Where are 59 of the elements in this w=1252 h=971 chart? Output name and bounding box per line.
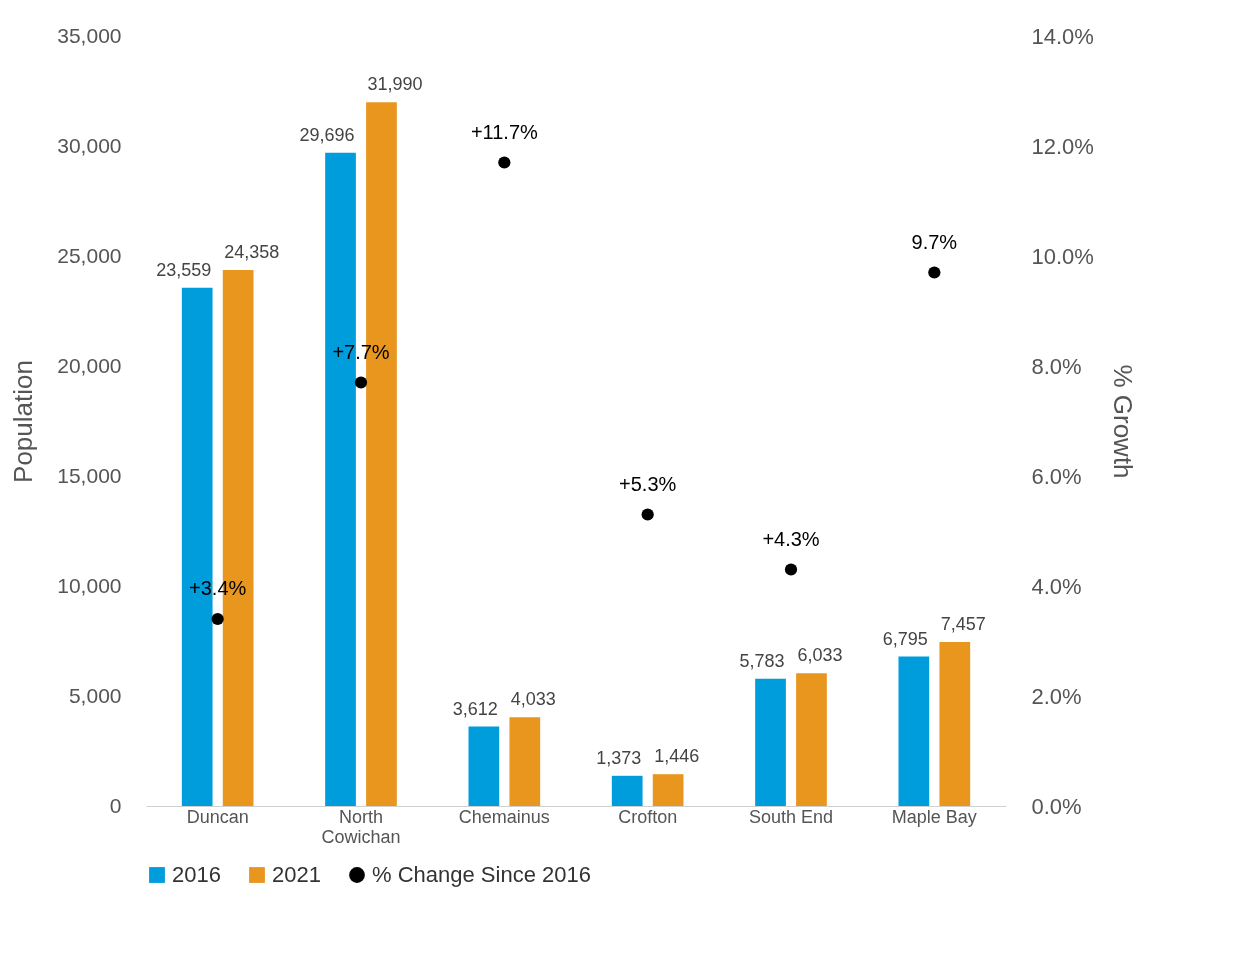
point: [354, 376, 368, 389]
y-tick-label: 35,000: [57, 23, 122, 47]
y2-tick-label: 2.0%: [1031, 683, 1082, 709]
y2-tick-label: 4.0%: [1031, 573, 1082, 599]
point: [928, 266, 941, 279]
y-tick-label: 25,000: [57, 243, 122, 267]
legend-label: 2016: [172, 862, 221, 887]
data-label: 7,457: [940, 613, 986, 634]
legend-label: % Change Since 2016: [372, 862, 591, 887]
x-tick-label: North Cowichan: [321, 806, 401, 847]
y2-tick-label: 8.0%: [1031, 353, 1082, 379]
bar: [652, 774, 684, 806]
x-tick-label: Maple Bay: [891, 806, 977, 827]
bar: [796, 673, 827, 806]
point: [211, 612, 224, 626]
bar: [509, 717, 541, 806]
y2-tick-label: 10.0%: [1031, 243, 1094, 269]
y-tick-label: 0: [109, 793, 122, 817]
data-label: 6,795: [882, 628, 928, 649]
bar: [755, 678, 786, 806]
data-label: 24,358: [224, 242, 280, 263]
y2-tick-label: 6.0%: [1031, 463, 1082, 489]
y-tick-label: 10,000: [57, 573, 122, 597]
data-label: 4,033: [510, 689, 556, 710]
y-tick-label: 15,000: [57, 463, 122, 487]
x-tick-label: Duncan: [186, 806, 249, 827]
y2-tick-label: 14.0%: [1031, 23, 1094, 49]
point: [784, 563, 798, 576]
bar: [611, 775, 643, 806]
data-label: +7.7%: [332, 340, 390, 363]
point: [641, 508, 654, 521]
bar: [898, 656, 930, 806]
data-label: 9.7%: [911, 230, 958, 253]
x-tick-label: South End: [748, 806, 834, 827]
bar: [468, 726, 500, 806]
data-label: 5,783: [739, 650, 785, 671]
x-tick-label: Crofton: [618, 806, 678, 827]
data-label: 1,373: [596, 747, 642, 768]
point: [498, 156, 511, 169]
data-label: +4.3%: [762, 527, 820, 550]
y2-tick-label: 0.0%: [1031, 793, 1082, 819]
legend-label: 2021: [272, 862, 321, 887]
data-label: +3.4%: [189, 577, 247, 599]
y-tick-label: 20,000: [57, 353, 122, 377]
data-label: 6,033: [797, 645, 843, 666]
y-axis-title: Population: [8, 360, 39, 483]
y2-axis-title: % Growth: [1107, 364, 1138, 479]
data-label: 3,612: [452, 698, 498, 719]
data-label: +11.7%: [470, 120, 538, 143]
y2-tick-label: 12.0%: [1031, 133, 1094, 159]
bar: [939, 641, 971, 806]
y-tick-label: 30,000: [57, 133, 122, 157]
data-label: 31,990: [367, 74, 423, 95]
data-label: 1,446: [654, 746, 700, 767]
x-tick-label: Chemainus: [458, 806, 550, 827]
data-label: 29,696: [299, 124, 355, 145]
y-tick-label: 5,000: [68, 683, 122, 707]
data-label: +5.3%: [619, 472, 677, 495]
data-label: 23,559: [156, 259, 212, 280]
